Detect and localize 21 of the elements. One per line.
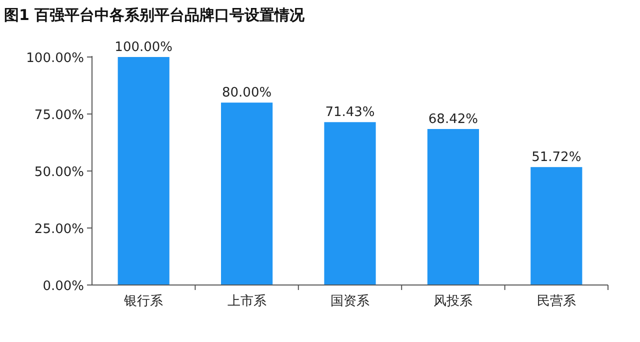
y-tick-label: 50.00%: [34, 165, 84, 180]
data-label: 71.43%: [325, 105, 375, 120]
data-label: 100.00%: [114, 40, 173, 55]
y-tick-label: 75.00%: [34, 108, 84, 123]
bar: [118, 57, 170, 285]
bar: [324, 122, 376, 285]
bar: [221, 102, 273, 285]
x-tick-label: 上市系: [227, 294, 266, 309]
x-tick-label: 银行系: [123, 294, 164, 309]
x-tick-label: 国资系: [330, 294, 370, 309]
chart-title: 图1 百强平台中各系别平台品牌口号设置情况: [4, 6, 306, 24]
y-tick-label: 25.00%: [34, 222, 84, 237]
data-label: 51.72%: [532, 150, 582, 166]
bar: [530, 167, 582, 285]
x-tick-label: 民营系: [536, 294, 576, 309]
x-tick-label: 风投系: [434, 294, 473, 309]
data-label: 68.42%: [428, 112, 478, 127]
bar: [427, 129, 479, 285]
y-tick-label: 0.00%: [42, 279, 84, 294]
y-tick-label: 100.00%: [26, 51, 84, 66]
data-label: 80.00%: [222, 86, 272, 101]
